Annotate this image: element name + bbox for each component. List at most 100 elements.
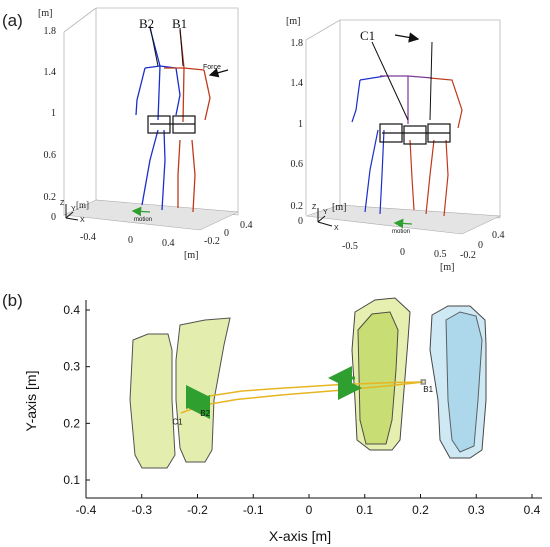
label-c1: C1 [360, 28, 375, 43]
axis-y-right: Y [323, 209, 328, 216]
depth-tick-right: 0 [478, 240, 483, 251]
x-axis-label: X-axis [m] [269, 528, 331, 544]
y-tick-label: 0.4 [63, 303, 80, 317]
trajectory-annotation: B2 [200, 409, 210, 418]
unit-base-right: [m] [332, 202, 346, 213]
y-tick-label: 0.1 [63, 473, 80, 487]
footprints [129, 297, 487, 469]
x-tick-label: -0.1 [243, 503, 264, 517]
direction-arrows [186, 366, 362, 419]
y-tick-right: 1 [298, 119, 303, 130]
y-tick-right: 0.6 [291, 159, 304, 170]
y-tick-label: 0.3 [63, 360, 80, 374]
trajectory-chart: B1 B2 C1 -0.4 -0.3 -0.2 -0.1 0 0.1 0.2 0.3 0.4 0.1… [23, 297, 542, 544]
x-unit-left: [m] [184, 250, 198, 261]
x-ticks: -0.4 -0.3 -0.2 -0.1 0 0.1 0.2 0.3 0.4 [76, 494, 541, 517]
skeleton-right-blue [351, 75, 386, 215]
force-label: Force [203, 64, 221, 71]
x-tick-label: 0.2 [412, 503, 429, 517]
depth-ticks-left: -0.2 0 0.4 [204, 220, 253, 247]
x-tick-left: 0.4 [162, 238, 175, 249]
x-tick-label: 0 [306, 503, 313, 517]
axis-x-right: X [334, 225, 339, 232]
label-b2: B2 [139, 16, 154, 31]
chart-axes [85, 300, 542, 499]
unit-base-left: [m] [76, 200, 89, 210]
panel-b-label: (b) [2, 291, 23, 310]
label-b1: B1 [172, 16, 187, 31]
trajectory-annotations: B1 B2 C1 [172, 385, 433, 426]
x-tick-label: -0.4 [76, 503, 97, 517]
trajectory-start-marker [420, 379, 427, 385]
y-axis-label: Y-axis [m] [23, 371, 39, 432]
x-ticks-left: -0.4 0 0.4 [80, 232, 175, 249]
skeleton-plot-left: [m] 1.8 1.4 1 0.6 0.2 0 [m] Z Y X -0.4 0… [38, 7, 253, 261]
x-tick-left: -0.4 [80, 232, 96, 243]
depth-tick-left: 0 [224, 228, 229, 239]
depth-ticks-right: -0.2 0 0.4 [460, 230, 505, 261]
x-tick-label: 0.3 [468, 503, 485, 517]
y-tick-left: 0.2 [44, 192, 57, 203]
motion-label-right: motion [392, 229, 410, 235]
axis-x-left: X [80, 217, 85, 224]
plot-box-left [63, 7, 239, 216]
head-lines-left [149, 25, 184, 67]
y-tick-left: 1.4 [44, 67, 57, 78]
skeleton-plot-right: [m] 1.8 1.4 1 0.6 0.2 0 [m] Z Y X -0.5 0… [286, 16, 505, 273]
force-arrow [208, 68, 229, 78]
motion-arrow-right [393, 218, 413, 229]
y-tick-left: 0 [51, 212, 56, 223]
head-lines-right [371, 41, 433, 121]
axis-y-left: Y [71, 206, 76, 213]
y-tick-right: 1.8 [291, 38, 304, 49]
plot-box-right [305, 19, 501, 219]
y-tick-left: 1 [51, 108, 56, 119]
motion-label-left: motion [134, 217, 152, 223]
y-tick-right: 0.2 [291, 201, 304, 212]
x-tick-right: -0.5 [342, 241, 358, 252]
y-tick-left: 0.6 [44, 150, 57, 161]
depth-tick-left: -0.2 [204, 236, 220, 247]
panel-a-label: (a) [2, 11, 23, 30]
y-tick-right: 1.4 [291, 78, 304, 89]
x-unit-right: [m] [440, 262, 454, 273]
x-tick-label: 0.4 [524, 503, 541, 517]
x-ticks-right: -0.5 0 0.5 [342, 241, 447, 260]
depth-tick-right: -0.2 [460, 250, 476, 261]
motion-arrow-left [131, 206, 151, 217]
pelvis-frames-right [379, 123, 451, 145]
x-tick-label: 0.1 [356, 503, 373, 517]
skeleton-right-purple [380, 75, 433, 124]
mini-axes-right [317, 208, 333, 227]
footprint-c1-left [129, 333, 176, 469]
floor-plane-left [62, 199, 240, 231]
mini-axes-left [65, 204, 79, 221]
x-tick-right: 0 [400, 247, 405, 258]
skeleton-right-red [409, 77, 463, 217]
skeleton-b2 [135, 27, 181, 211]
unit-top-left: [m] [38, 8, 52, 19]
pelvis-frames-left [147, 115, 196, 134]
y-tick-label: 0.2 [63, 416, 80, 430]
trajectory-annotation: B1 [423, 385, 433, 394]
x-tick-label: -0.2 [187, 503, 208, 517]
depth-tick-left: 0.4 [240, 220, 253, 231]
y-ticks-left: 1.8 1.4 1 0.6 0.2 0 [44, 26, 57, 223]
y-ticks: 0.1 0.2 0.3 0.4 [63, 303, 90, 487]
y-tick-right: 0 [298, 216, 303, 227]
trajectory-annotation: C1 [172, 417, 183, 426]
y-ticks-right: 1.8 1.4 1 0.6 0.2 0 [291, 38, 304, 227]
c1-direction-arrow [394, 32, 420, 43]
skeleton-b1 [164, 29, 211, 213]
y-tick-left: 1.8 [44, 26, 57, 37]
x-tick-right: 0.5 [434, 249, 447, 260]
axis-z-right: Z [312, 204, 317, 211]
footprint-c1-right-inner [445, 311, 483, 453]
footprint-b1-fill [357, 311, 399, 445]
axis-z-left: Z [60, 200, 65, 207]
depth-tick-right: 0.4 [492, 230, 505, 241]
x-tick-label: -0.3 [131, 503, 152, 517]
unit-top-right: [m] [286, 16, 300, 27]
footprint-b2-left [175, 317, 231, 463]
